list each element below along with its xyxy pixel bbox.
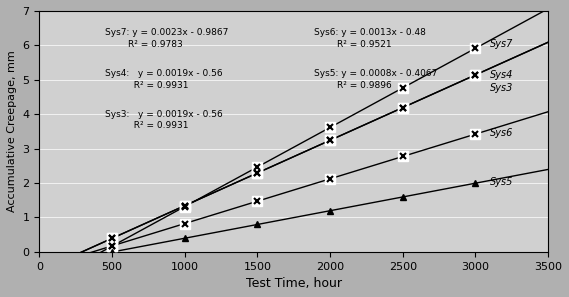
Text: Sys4:   y = 0.0019x - 0.56
          R² = 0.9931: Sys4: y = 0.0019x - 0.56 R² = 0.9931 xyxy=(105,69,223,89)
Text: Sys7: Sys7 xyxy=(490,39,513,49)
Text: Sys5: Sys5 xyxy=(490,177,513,187)
Text: Sys6: Sys6 xyxy=(490,128,513,138)
Text: Sys3:   y = 0.0019x - 0.56
          R² = 0.9931: Sys3: y = 0.0019x - 0.56 R² = 0.9931 xyxy=(105,110,223,130)
X-axis label: Test Time, hour: Test Time, hour xyxy=(246,277,342,290)
Text: Sys7: y = 0.0023x - 0.9867
        R² = 0.9783: Sys7: y = 0.0023x - 0.9867 R² = 0.9783 xyxy=(105,28,229,49)
Text: Sys4: Sys4 xyxy=(490,69,513,80)
Text: Sys6: y = 0.0013x - 0.48
        R² = 0.9521: Sys6: y = 0.0013x - 0.48 R² = 0.9521 xyxy=(314,28,426,49)
Text: Sys3: Sys3 xyxy=(490,83,513,93)
Y-axis label: Accumulative Creepage, mm: Accumulative Creepage, mm xyxy=(7,50,17,212)
Text: Sys5: y = 0.0008x - 0.4067
        R² = 0.9896: Sys5: y = 0.0008x - 0.4067 R² = 0.9896 xyxy=(314,69,438,89)
